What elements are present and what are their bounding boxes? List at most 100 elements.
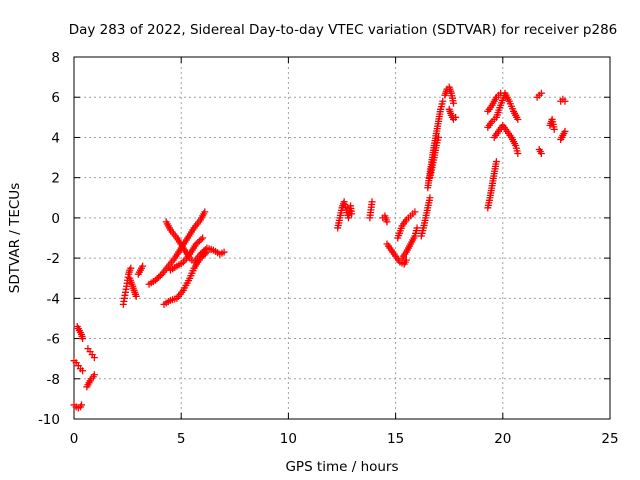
data-point (139, 262, 147, 270)
series-arc-ac (535, 146, 545, 158)
grid-lines (74, 57, 610, 419)
data-point (132, 292, 140, 300)
data-point (79, 367, 87, 375)
y-tick-labels: -10 -8 -6 -4 -2 0 2 4 6 8 (38, 50, 60, 428)
data-point (90, 354, 98, 362)
series-arc-d (84, 345, 98, 362)
y-tick-label: -6 (47, 332, 60, 348)
x-tick-label: 25 (601, 431, 618, 447)
data-point (194, 239, 202, 247)
data-point (514, 115, 522, 123)
y-tick-label: 2 (51, 171, 60, 187)
y-tick-label: -4 (47, 291, 60, 307)
series-arc-y (484, 89, 522, 131)
series-arc-o (379, 212, 391, 226)
x-tick-label: 5 (177, 431, 186, 447)
x-tick-labels: 0 5 10 15 20 25 (70, 431, 619, 447)
data-point (537, 89, 545, 97)
series-arc-r (398, 224, 421, 262)
y-tick-label: 0 (51, 211, 60, 227)
data-point (368, 198, 376, 206)
series-arc-m (334, 198, 356, 232)
x-tick-label: 20 (494, 431, 511, 447)
series-arc-f (119, 264, 135, 308)
data-point (402, 256, 410, 264)
series-arc-l (166, 234, 207, 274)
data-point (201, 250, 209, 258)
series-arc-t (424, 97, 447, 192)
y-tick-label: -2 (47, 251, 60, 267)
series-arc-ae (557, 95, 569, 105)
series-arc-g (126, 274, 140, 300)
chart-title: Day 283 of 2022, Sidereal Day-to-day VTE… (69, 22, 618, 38)
data-point (155, 273, 163, 281)
data-point (151, 276, 159, 284)
series-arc-af (557, 127, 569, 143)
series-arc-a (70, 401, 86, 412)
data-point (449, 99, 457, 107)
plot-frame (73, 56, 611, 420)
data-point (411, 208, 419, 216)
data-point (156, 272, 164, 280)
series-arc-h (134, 262, 147, 278)
series-arc-u (426, 133, 442, 182)
y-tick-label: 8 (51, 50, 60, 66)
data-point (201, 208, 209, 216)
x-tick-label: 15 (387, 431, 404, 447)
data-point (195, 237, 203, 245)
data-point (550, 125, 558, 133)
axis-ticks (73, 56, 611, 420)
series-arc-q (394, 208, 419, 242)
data-point (434, 133, 442, 141)
data-point (413, 224, 421, 232)
series-arc-s (417, 194, 434, 240)
x-tick-label: 0 (70, 431, 79, 447)
data-point (426, 194, 434, 202)
data-markers (70, 83, 569, 412)
data-point (127, 264, 135, 272)
data-point (78, 401, 86, 409)
data-point (199, 234, 207, 242)
series-arc-v (441, 83, 457, 107)
series-arc-c (73, 322, 87, 343)
series-arc-j (162, 218, 228, 266)
y-tick-label: -8 (47, 372, 60, 388)
data-point (153, 275, 161, 283)
data-point (561, 127, 569, 135)
y-tick-label: 4 (51, 130, 60, 146)
data-point (497, 89, 505, 97)
data-point (383, 218, 391, 226)
series-arc-k (160, 248, 211, 308)
x-tick-label: 10 (280, 431, 297, 447)
data-point (561, 97, 569, 105)
series-arc-ab (533, 89, 545, 101)
data-point (514, 150, 522, 158)
series-arc-x (484, 158, 500, 212)
data-point (348, 210, 356, 218)
data-point (492, 158, 500, 166)
data-point (196, 254, 204, 262)
data-point (439, 97, 447, 105)
y-tick-label: -10 (38, 412, 60, 428)
series-arc-z (484, 89, 505, 115)
y-axis-label: SDTVAR / TECUs (7, 183, 23, 293)
data-point (197, 236, 205, 244)
series-arc-ad (546, 115, 558, 133)
data-point (192, 240, 200, 248)
series-arc-n (366, 198, 376, 222)
data-point (90, 371, 98, 379)
data-point (203, 248, 211, 256)
data-point (79, 335, 87, 343)
data-point (452, 113, 460, 121)
data-point (537, 150, 545, 158)
series-arc-aa (490, 121, 522, 158)
series-arc-e (83, 371, 98, 391)
y-tick-label: 6 (51, 90, 60, 106)
series-arc-w (445, 105, 460, 123)
data-point (200, 251, 208, 259)
series-arc-i (145, 208, 209, 288)
data-point (220, 248, 228, 256)
data-point (198, 253, 206, 261)
series-arc-b (70, 357, 87, 375)
